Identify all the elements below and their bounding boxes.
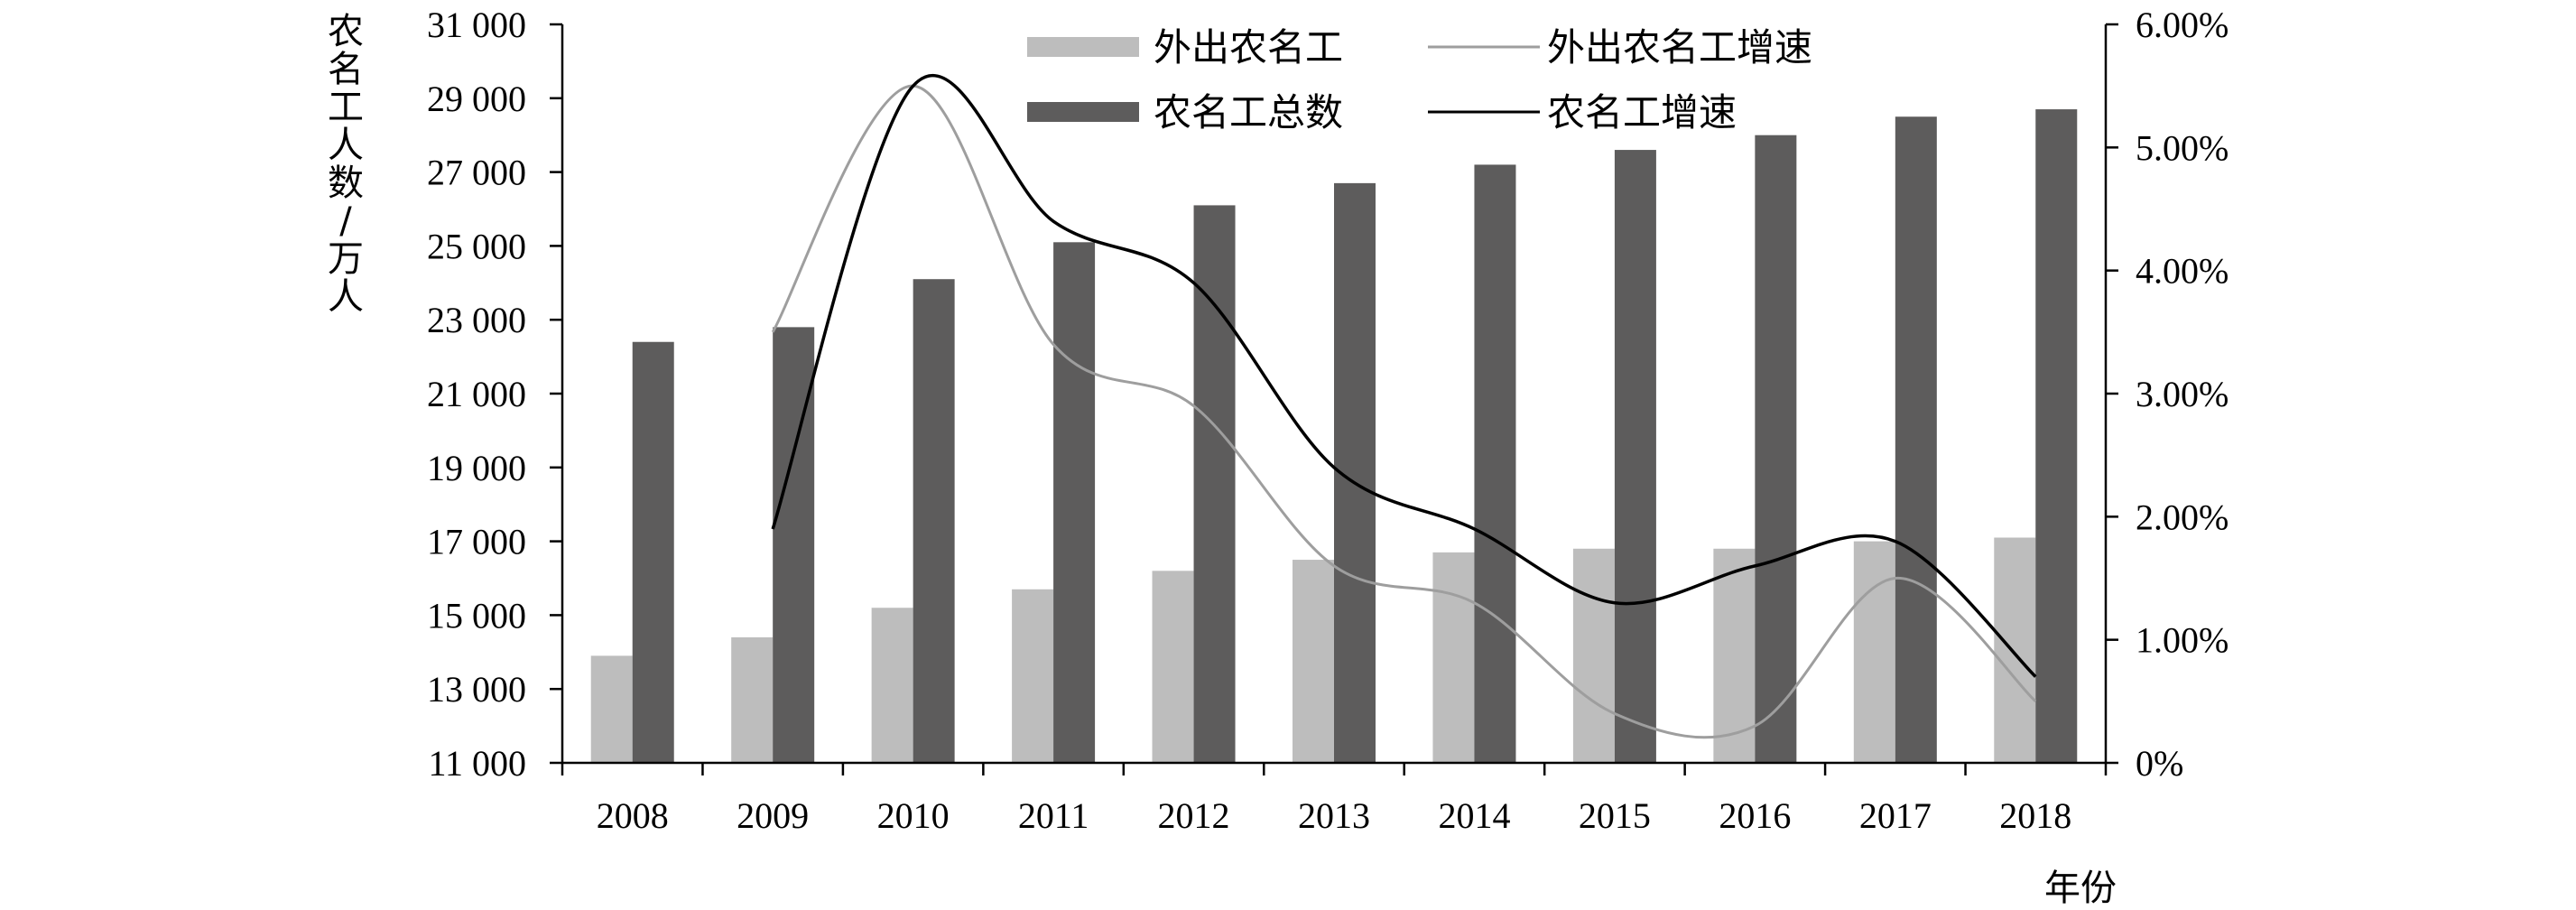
- x-tick-label: 2009: [737, 795, 809, 836]
- bar: [1853, 541, 1895, 763]
- x-tick-label: 2016: [1719, 795, 1791, 836]
- y-tick-label: 23 000: [427, 300, 526, 340]
- bar: [1432, 552, 1475, 763]
- bar: [590, 655, 633, 763]
- bar: [1713, 548, 1756, 763]
- y-axis-label-char: 工: [328, 87, 364, 128]
- x-tick-label: 2008: [597, 795, 669, 836]
- bar: [1572, 548, 1615, 763]
- y-axis-label-char: 农: [328, 11, 364, 52]
- bar: [1755, 135, 1797, 763]
- bar: [1614, 150, 1656, 763]
- bar: [871, 608, 913, 763]
- bar: [1152, 571, 1194, 763]
- y2-tick-label: 0%: [2136, 743, 2183, 784]
- lines: [771, 74, 2037, 739]
- y-axis-label-char: 人: [328, 125, 364, 166]
- x-tick-label: 2011: [1018, 795, 1089, 836]
- x-tick-label: 2010: [877, 795, 950, 836]
- y2-tick-label: 4.00%: [2136, 251, 2229, 292]
- y2-tick-label: 6.00%: [2136, 5, 2229, 45]
- y-tick-label: 25 000: [427, 226, 526, 266]
- y-tick-label: 15 000: [427, 595, 526, 636]
- legend-label: 农名工增速: [1547, 90, 1737, 135]
- bar: [632, 341, 674, 763]
- bar: [1053, 242, 1096, 763]
- bar: [1895, 116, 1937, 763]
- axes: [561, 24, 2108, 765]
- x-axis-ticks: 2008 2009 2010 2011 2012 2013 2014 2015 2016 2017…: [561, 763, 2108, 836]
- y-tick-label: 13 000: [427, 669, 526, 710]
- bar: [1012, 589, 1054, 763]
- x-axis-label: 年份: [2044, 868, 2117, 909]
- legend-swatch: [1027, 102, 1139, 122]
- bar: [2035, 109, 2078, 763]
- y-tick-label: 17 000: [427, 522, 526, 562]
- legend-label: 农名工总数: [1154, 90, 1343, 135]
- y2-tick-label: 5.00%: [2136, 127, 2229, 168]
- y-tick-label: 21 000: [427, 374, 526, 414]
- bar: [1994, 537, 2036, 763]
- y-axis-label-char: 人: [328, 276, 364, 318]
- legend-label: 外出农名工增速: [1547, 25, 1812, 70]
- y-tick-label: 27 000: [427, 153, 526, 193]
- series-line: [771, 74, 2037, 678]
- legend-swatch: [1027, 37, 1139, 57]
- x-tick-label: 2017: [1859, 795, 1932, 836]
- x-tick-label: 2013: [1298, 795, 1370, 836]
- bar: [1474, 164, 1516, 764]
- bar: [731, 636, 774, 763]
- y2-axis-ticks: 0% 1.00% 2.00% 3.00% 4.00% 5.00% 6.00%: [2106, 5, 2229, 784]
- y-tick-label: 31 000: [427, 5, 526, 45]
- y-tick-label: 11 000: [428, 743, 526, 784]
- x-tick-label: 2018: [1999, 795, 2071, 836]
- bars: [590, 109, 2078, 764]
- y-axis-label-char: 数: [328, 162, 364, 204]
- y2-tick-label: 1.00%: [2136, 620, 2229, 661]
- x-tick-label: 2014: [1438, 795, 1510, 836]
- bar: [1293, 560, 1334, 763]
- y2-tick-label: 3.00%: [2136, 374, 2229, 414]
- legend-label: 外出农名工: [1154, 25, 1343, 70]
- y-tick-label: 29 000: [427, 79, 526, 119]
- y2-tick-label: 2.00%: [2136, 497, 2229, 537]
- x-tick-label: 2012: [1158, 795, 1230, 836]
- y-axis-ticks: 11 000 13 000 15 000 17 000 19 000 21 000 23 0…: [427, 5, 562, 784]
- bar: [1193, 205, 1236, 763]
- y-axis-label-char: /: [339, 200, 352, 242]
- y-axis-label-char: 名: [328, 49, 364, 90]
- y-axis-label-char: 万: [328, 238, 364, 280]
- y-tick-label: 19 000: [427, 448, 526, 488]
- series-line: [771, 84, 2037, 739]
- x-tick-label: 2015: [1579, 795, 1651, 836]
- bar: [913, 279, 955, 764]
